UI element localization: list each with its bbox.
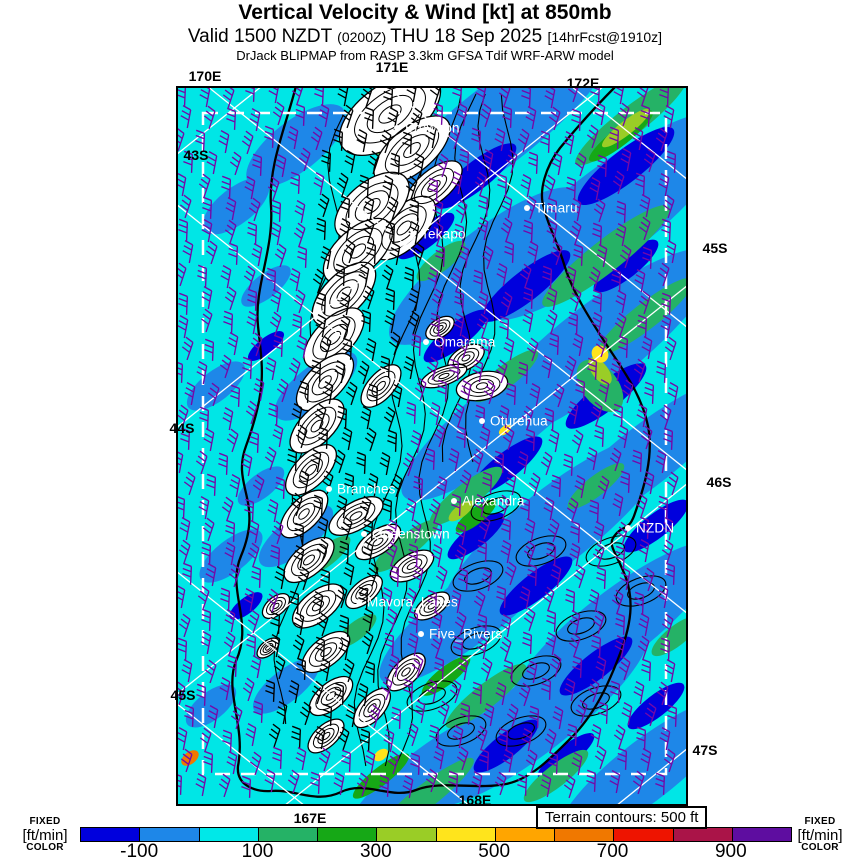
units-label: [ft/min] [797,826,843,844]
place-dot [451,498,457,504]
colorbar-segment [81,828,141,841]
place-label-branches: Branches [337,481,396,497]
units-label: [ft/min] [22,826,68,844]
place-label-timaru: Timaru [535,200,578,216]
map-canvas [176,86,688,806]
axis-label-47s: 47S [692,742,718,758]
place-dot [479,418,485,424]
colorbar-tick: 900 [714,841,747,860]
colorbar-segment [140,828,200,841]
axis-label-45s: 45S [170,687,196,703]
fixed-label: FIXED [29,816,61,827]
place-dot [356,599,362,605]
colorbar-segment [555,828,615,841]
colorbar-tick: 100 [241,841,274,860]
colorbar [80,827,792,842]
place-label-nzdn: NZDN [636,520,675,536]
place-label-mavora_lakes: Mavora_Lakes [367,594,458,610]
colorbar-ticks: -100 100 300 500 700 900 [80,841,790,860]
place-label-five_rivers: Five_Rivers [429,626,503,642]
map [176,86,688,806]
model-line: DrJack BLIPMAP from RASP 3.3km GFSA Tdif… [236,47,614,63]
color-label: COLOR [801,842,839,854]
terrain-contours-note: Terrain contours: 500 ft [536,806,708,829]
page-title: Vertical Velocity & Wind [kt] at 850mb [238,1,612,24]
place-dot [418,631,424,637]
colorbar-tick: 500 [478,841,511,860]
colorbar-segment [199,828,259,841]
axis-label-167e: 167E [293,810,327,826]
valid-time: Valid 1500 NZDT [187,25,338,47]
place-label-omarama: Omarama [434,334,496,350]
colorbar-segment [436,828,496,841]
place-dot [625,525,631,531]
place-dot [326,486,332,492]
place-dot [361,531,367,537]
place-dot [423,339,429,345]
color-label: COLOR [26,842,64,854]
axis-label-46s: 46S [706,474,732,490]
colorbar-segment [673,828,733,841]
colorbar-tick: 300 [359,841,392,860]
colorbar-segment [614,828,674,841]
axis-label-172e: 172E [566,75,600,91]
place-dot [410,231,416,237]
place-label-tekapo: Tekapo [421,226,466,242]
colorbar-segment [495,828,555,841]
colorbar-tick: 700 [596,841,629,860]
axis-label-44s: 44S [169,420,195,436]
colorbar-segment [377,828,437,841]
axis-label-171e: 171E [375,59,409,75]
valid-time-utc: (0200Z) [337,28,391,45]
valid-time-line: Valid 1500 NZDT (0200Z) THU 18 Sep 2025 … [0,26,850,47]
colorbar-units-left: FIXED [ft/min] COLOR [8,816,82,854]
colorbar-segment [732,828,791,841]
place-label-queenstown: Queenstown [372,526,450,542]
colorbar-segment [318,828,378,841]
place-label-oturehua: Oturehua [490,413,548,429]
axis-label-45s: 45S [702,240,728,256]
header: Vertical Velocity & Wind [kt] at 850mb V… [0,1,850,63]
place-dot [524,205,530,211]
axis-label-43s: 43S [183,147,209,163]
fixed-label: FIXED [804,816,836,827]
place-dot [394,125,400,131]
forecast-init: [14hrFcst@1910z] [547,28,663,45]
axis-label-168e: 168E [458,792,492,808]
valid-date: THU 18 Sep 2025 [390,25,548,47]
colorbar-tick: -100 [120,841,159,860]
place-label-alexandra: Alexandra [462,493,525,509]
place-label-erewhon: Erewhon [405,120,460,136]
axis-label-170e: 170E [188,68,222,84]
colorbar-segment [258,828,318,841]
colorbar-units-right: FIXED [ft/min] COLOR [790,816,850,854]
